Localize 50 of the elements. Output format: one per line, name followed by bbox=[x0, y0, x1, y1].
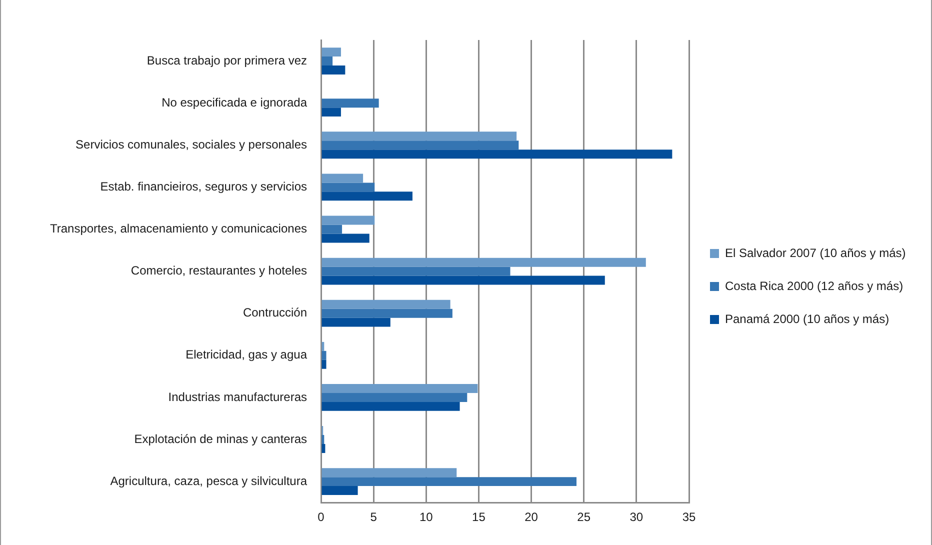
x-tick-label: 0 bbox=[318, 510, 325, 524]
y-tick-label: Explotación de minas y canteras bbox=[134, 432, 307, 446]
legend-label: Panamá 2000 (10 años y más) bbox=[725, 312, 890, 326]
bar bbox=[322, 174, 364, 183]
bar bbox=[322, 308, 452, 318]
x-tick-label: 20 bbox=[524, 510, 538, 524]
bar bbox=[322, 66, 346, 74]
bar bbox=[322, 192, 412, 201]
bar bbox=[322, 486, 358, 496]
y-tick-label: No especificada e ignorada bbox=[162, 95, 308, 110]
bar bbox=[322, 402, 460, 411]
y-tick-label: Transportes, almacenamiento y comunicaciones bbox=[50, 222, 307, 236]
x-tick-label: 25 bbox=[577, 510, 591, 524]
bar bbox=[322, 182, 375, 192]
bar bbox=[322, 98, 379, 108]
bar bbox=[322, 140, 519, 150]
bar bbox=[322, 108, 341, 117]
x-tick-label: 10 bbox=[419, 510, 434, 524]
bar bbox=[322, 216, 375, 225]
bar bbox=[322, 266, 510, 276]
bar bbox=[322, 350, 326, 360]
bar bbox=[322, 384, 478, 393]
bar bbox=[322, 468, 457, 478]
bar bbox=[322, 56, 333, 66]
legend-label: Costa Rica 2000 (12 años y más) bbox=[725, 278, 904, 293]
y-tick-label: Contrucción bbox=[242, 306, 307, 320]
bar bbox=[322, 132, 517, 141]
bar bbox=[322, 150, 672, 159]
y-tick-label: Servicios comunales, sociales y personales bbox=[76, 137, 307, 152]
x-tick-label: 30 bbox=[630, 510, 644, 524]
x-tick-label: 35 bbox=[682, 510, 696, 524]
bar bbox=[322, 234, 370, 243]
y-tick-label: Industrias manufactureras bbox=[168, 390, 307, 404]
bar bbox=[322, 360, 326, 369]
x-tick-label: 15 bbox=[472, 510, 486, 524]
bar bbox=[322, 477, 576, 486]
bar bbox=[322, 300, 450, 309]
y-tick-label: Agricultura, caza, pesca y silvicultura bbox=[110, 474, 308, 488]
legend-label: El Salvador 2007 (10 años y más) bbox=[725, 246, 906, 260]
bar bbox=[322, 48, 341, 57]
bar bbox=[322, 276, 605, 285]
bar bbox=[322, 224, 342, 234]
x-tick-label: 5 bbox=[370, 510, 378, 524]
bar bbox=[322, 392, 468, 402]
y-tick-label: Eletricidad, gas y agua bbox=[186, 348, 308, 362]
y-tick-label: Estab. financieiros, seguros y servicios bbox=[100, 180, 307, 194]
bar bbox=[322, 318, 390, 327]
y-tick-label: Comercio, restaurantes y hoteles bbox=[130, 264, 307, 278]
y-tick-label: Busca trabajo por primera vez bbox=[146, 53, 307, 68]
bar bbox=[322, 258, 646, 267]
